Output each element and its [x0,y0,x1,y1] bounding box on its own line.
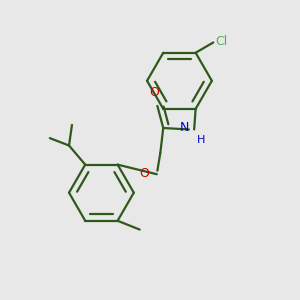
Text: O: O [149,85,159,98]
Text: Cl: Cl [215,35,227,48]
Text: O: O [139,167,149,179]
Text: N: N [179,122,189,134]
Text: H: H [197,135,206,145]
